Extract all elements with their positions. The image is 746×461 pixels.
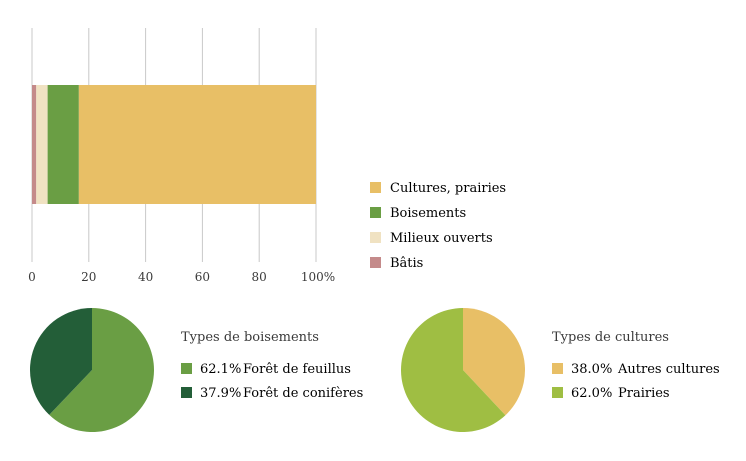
- slice-value-label: 62.1%: [200, 362, 241, 377]
- slice-name-label: Forêt de conifères: [243, 386, 363, 401]
- legend-label: Boisements: [390, 206, 466, 221]
- legend-label: Bâtis: [390, 256, 423, 271]
- pie-slice-prairies: [400, 308, 506, 433]
- pie-slice-for-t-de-conif-res: [30, 308, 93, 415]
- legend-label: Milieux ouverts: [390, 231, 493, 246]
- bar-segment-b-tis: [32, 85, 37, 204]
- stacked-bar-chart: 0 20 40 60 80 100% Cultures, prairies Boisemen…: [28, 28, 506, 284]
- bar-segments: [32, 85, 316, 204]
- x-tick-label: 100%: [301, 270, 335, 284]
- legend-swatch: [181, 363, 192, 374]
- pie-slice-for-t-de-feuillus: [49, 308, 155, 433]
- bar-segment-cultures-prairies: [78, 85, 316, 204]
- pie-chart-cultures: Types de cultures 38.0% Autres cultures 62.…: [400, 308, 720, 433]
- bar-segment-milieux-ouverts: [36, 85, 48, 204]
- legend-swatch: [370, 257, 381, 268]
- x-tick-label: 40: [138, 270, 153, 284]
- slice-name-label: Prairies: [618, 386, 670, 401]
- legend-label: Cultures, prairies: [390, 181, 506, 196]
- slice-name-label: Autres cultures: [617, 362, 720, 377]
- x-tick-label: 0: [28, 270, 36, 284]
- slice-value-label: 62.0%: [571, 386, 612, 401]
- x-axis-ticks: 0 20 40 60 80 100%: [28, 270, 335, 284]
- legend-swatch: [552, 363, 563, 374]
- bar-legend: Cultures, prairies Boisements Milieux ouve…: [370, 181, 506, 271]
- bar-segment-boisements: [47, 85, 79, 204]
- pie-chart-boisements: Types de boisements 62.1% Forêt de feuillu…: [30, 308, 363, 433]
- x-tick-label: 20: [81, 270, 96, 284]
- legend-swatch: [181, 387, 192, 398]
- slice-name-label: Forêt de feuillus: [243, 362, 351, 377]
- pie-title: Types de cultures: [552, 330, 669, 345]
- x-tick-label: 80: [252, 270, 267, 284]
- slice-value-label: 37.9%: [200, 386, 241, 401]
- x-tick-label: 60: [195, 270, 210, 284]
- slice-value-label: 38.0%: [571, 362, 612, 377]
- pie-title: Types de boisements: [181, 330, 319, 345]
- legend-swatch: [370, 207, 381, 218]
- legend-swatch: [370, 232, 381, 243]
- legend-swatch: [370, 182, 381, 193]
- legend-swatch: [552, 387, 563, 398]
- pie-slice-autres-cultures: [463, 308, 525, 416]
